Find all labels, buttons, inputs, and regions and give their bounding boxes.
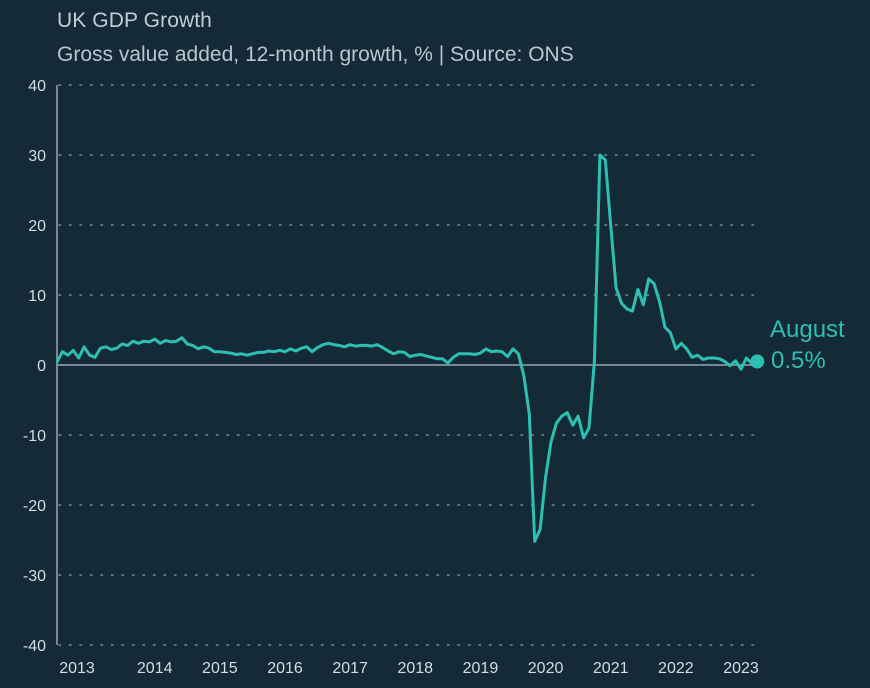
x-tick-label: 2021 <box>593 660 629 677</box>
y-tick-label: 40 <box>28 78 46 95</box>
x-tick-label: 2023 <box>723 660 759 677</box>
y-tick-label: -10 <box>23 428 46 445</box>
x-tick-label: 2017 <box>332 660 368 677</box>
y-tick-label: 20 <box>28 218 46 235</box>
x-tick-label: 2016 <box>267 660 303 677</box>
x-tick-label: 2020 <box>528 660 564 677</box>
x-tick-label: 2014 <box>137 660 173 677</box>
x-axis-ticks: 2013 2014 2015 2016 2017 2018 2019 2020 2021 2022… <box>59 660 759 677</box>
y-tick-label: -20 <box>23 498 46 515</box>
annotation-label: August <box>770 316 845 343</box>
y-tick-label: 30 <box>28 148 46 165</box>
x-tick-label: 2018 <box>397 660 433 677</box>
y-tick-label: 0 <box>37 358 46 375</box>
y-axis-ticks: 40 30 20 10 0 -10 -20 -30 -40 <box>23 78 46 655</box>
y-tick-label: -40 <box>23 638 46 655</box>
x-tick-label: 2019 <box>463 660 499 677</box>
x-tick-label: 2022 <box>658 660 694 677</box>
gridlines <box>58 84 761 646</box>
x-tick-label: 2015 <box>202 660 238 677</box>
end-point-marker <box>750 354 765 369</box>
chart-subtitle: Gross value added, 12-month growth, % | … <box>57 43 574 66</box>
x-tick-label: 2013 <box>59 660 95 677</box>
chart-title: UK GDP Growth <box>57 9 212 32</box>
annotation-value: 0.5% <box>771 347 826 374</box>
y-tick-label: 10 <box>28 288 46 305</box>
series-line-gdp-growth <box>55 153 758 543</box>
y-tick-label: -30 <box>23 568 46 585</box>
